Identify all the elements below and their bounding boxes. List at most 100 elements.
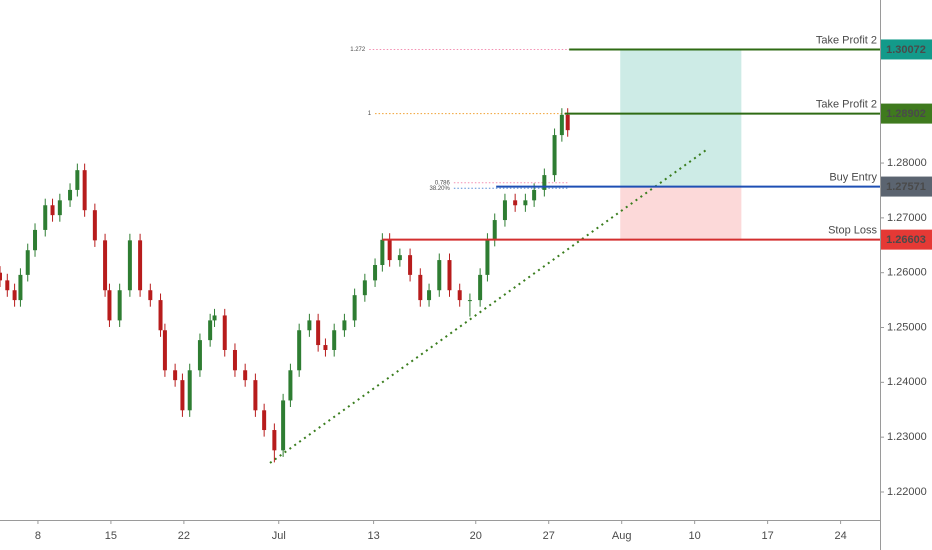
x-tick-label: 10 [689, 530, 701, 542]
candle-body [0, 272, 2, 281]
level-label: Take Profit 2 [816, 99, 877, 111]
candle-body [437, 260, 442, 291]
candle-body [187, 370, 192, 411]
candle-body [107, 290, 112, 321]
candle-body [43, 205, 48, 230]
candle-body [243, 370, 248, 381]
fib-label: 0.786 [435, 180, 451, 186]
x-tick-label: 13 [367, 530, 379, 542]
candle-body [513, 200, 518, 206]
candle-body [50, 205, 55, 216]
price-tag [881, 176, 932, 197]
candle-body [288, 370, 293, 401]
candle-body [68, 189, 73, 201]
price-tag [881, 229, 932, 250]
candle-body [12, 290, 17, 301]
candle-body [253, 380, 258, 411]
y-tick-label: 1.25000 [887, 321, 927, 333]
x-tick-label: 27 [543, 530, 555, 542]
x-tick-label: 22 [178, 530, 190, 542]
x-tick-label: 15 [105, 530, 117, 542]
candle-body [103, 240, 108, 291]
candle-body [467, 300, 472, 302]
candle-body [208, 320, 213, 341]
candle-body [138, 240, 143, 291]
level-label: Buy Entry [829, 171, 877, 183]
candle-body [18, 274, 23, 301]
candle-body [117, 290, 122, 321]
loss-zone [620, 186, 742, 240]
candle-body [281, 400, 286, 451]
candle-body [180, 380, 185, 411]
fib-label: 1 [368, 111, 372, 117]
level-label: Take Profit 2 [816, 34, 877, 46]
candle-body [380, 239, 385, 266]
candle-body [75, 170, 80, 190]
price-tag [881, 103, 932, 124]
candle-body [502, 200, 507, 221]
candle-body [485, 239, 490, 275]
candle-body [92, 210, 97, 241]
candle-body [397, 255, 402, 261]
profit-zone [620, 49, 742, 187]
x-tick-label: 20 [470, 530, 482, 542]
candle-body [33, 229, 38, 251]
candle-body [552, 135, 557, 176]
candle-body [408, 255, 413, 275]
x-tick-label: Jul [272, 530, 286, 542]
y-tick-label: 1.23000 [887, 431, 927, 443]
candle-body [272, 430, 277, 451]
candle-body [559, 114, 564, 136]
candle-body [362, 280, 367, 296]
candle-body [565, 114, 570, 131]
candle-body [127, 240, 132, 291]
candle-body [158, 300, 163, 331]
candle-body [297, 330, 302, 371]
y-tick-label: 1.24000 [887, 376, 927, 388]
candle-body [57, 200, 62, 216]
candle-body [262, 410, 267, 431]
candle-body [542, 175, 547, 190]
candle-body [173, 370, 178, 381]
candle-body [457, 290, 462, 301]
candle-body [307, 320, 312, 331]
candle-body [418, 274, 423, 301]
price-tag-label: 1.30072 [886, 44, 926, 56]
candle-body [332, 330, 337, 350]
candle-body [25, 250, 30, 275]
x-tick-label: Aug [612, 530, 632, 542]
candle-body [316, 320, 321, 346]
x-tick-label: 8 [35, 530, 41, 542]
fib-label: 38.20% [430, 186, 451, 192]
candle-body [387, 239, 392, 261]
price-tag [881, 39, 932, 60]
candle-body [373, 265, 378, 281]
candle-body [82, 170, 87, 211]
candle-body [162, 330, 167, 371]
y-tick-label: 1.26000 [887, 267, 927, 279]
candle-body [427, 290, 432, 301]
candle-body [5, 280, 10, 291]
candle-body [532, 189, 537, 201]
candle-body [212, 315, 217, 321]
candle-body [342, 320, 347, 331]
price-tag-label: 1.27571 [886, 181, 926, 193]
candle-body [523, 200, 528, 206]
candle-body [197, 340, 202, 371]
candle-body [323, 345, 328, 350]
y-tick-label: 1.27000 [887, 212, 927, 224]
candle-body [478, 274, 483, 301]
candle-body [222, 315, 227, 350]
fib-label: 1.272 [350, 47, 366, 53]
y-tick-label: 1.22000 [887, 486, 927, 498]
candle-body [148, 290, 153, 301]
x-tick-label: 17 [762, 530, 774, 542]
candle-body [492, 220, 497, 240]
candle-body [232, 349, 237, 371]
candle-body [447, 260, 452, 291]
candle-body [352, 295, 357, 321]
price-tag-label: 1.28902 [886, 108, 926, 120]
